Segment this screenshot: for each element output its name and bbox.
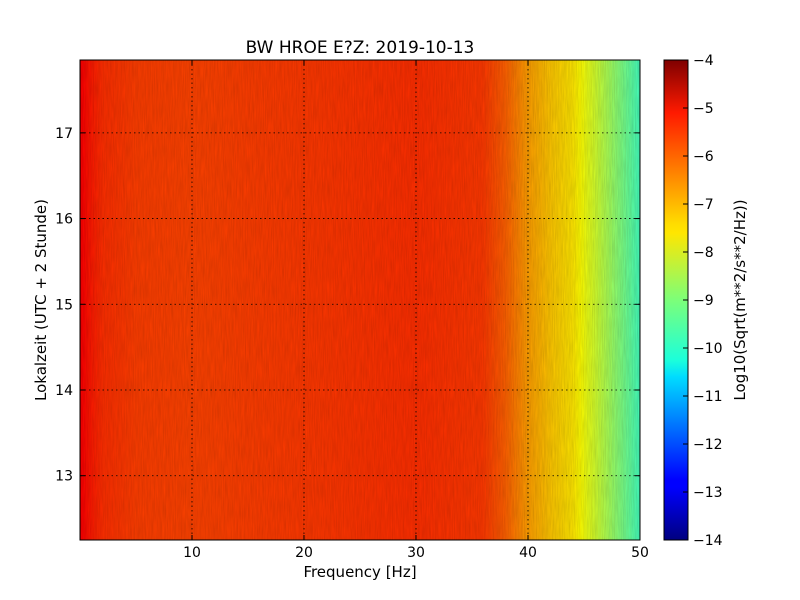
colorbar-tick-label: −4 (693, 53, 714, 69)
colorbar-tick-label: −11 (693, 389, 723, 405)
y-tick-label: 14 (55, 383, 73, 399)
colorbar-tick-label: −5 (693, 101, 714, 117)
plot-frame (79, 59, 641, 541)
colorbar-ticks: −4 −5 −6 −7 −8 −9 −10 −11 −12 −13 −14 (683, 53, 723, 549)
x-axis: 10 20 30 40 50 (183, 60, 649, 561)
x-tick-label: 10 (183, 545, 201, 561)
colorbar-tick-label: −12 (693, 437, 723, 453)
plot-area: 10 20 30 40 50 13 14 15 16 17 (55, 59, 649, 561)
y-axis: 13 14 15 16 17 (55, 126, 640, 485)
colorbar: −4 −5 −6 −7 −8 −9 −10 −11 −12 −13 −14 Log10(Sqrt(m… (663, 53, 749, 549)
heatmap-texture (80, 60, 640, 540)
y-tick-label: 16 (55, 212, 73, 228)
colorbar-tick-label: −10 (693, 341, 723, 357)
x-axis-label: Frequency [Hz] (303, 563, 416, 581)
y-tick-label: 17 (55, 126, 73, 142)
gridlines (80, 60, 640, 540)
x-tick-label: 30 (407, 545, 425, 561)
colorbar-tick-label: −14 (693, 533, 723, 549)
colorbar-tick-label: −7 (693, 197, 714, 213)
y-axis-label: Lokalzeit (UTC + 2 Stunde) (32, 199, 50, 401)
colorbar-tick-label: −8 (693, 245, 714, 261)
colorbar-label: Log10(Sqrt(m**2/s**2/Hz)) (731, 199, 749, 400)
chart-title: BW HROE E?Z: 2019-10-13 (246, 38, 475, 58)
x-tick-label: 50 (631, 545, 649, 561)
x-tick-label: 20 (295, 545, 313, 561)
y-tick-label: 13 (55, 469, 73, 485)
colorbar-tick-label: −6 (693, 149, 714, 165)
y-tick-label: 15 (55, 297, 73, 313)
colorbar-tick-label: −9 (693, 293, 714, 309)
colorbar-tick-label: −13 (693, 485, 723, 501)
x-tick-label: 40 (519, 545, 537, 561)
